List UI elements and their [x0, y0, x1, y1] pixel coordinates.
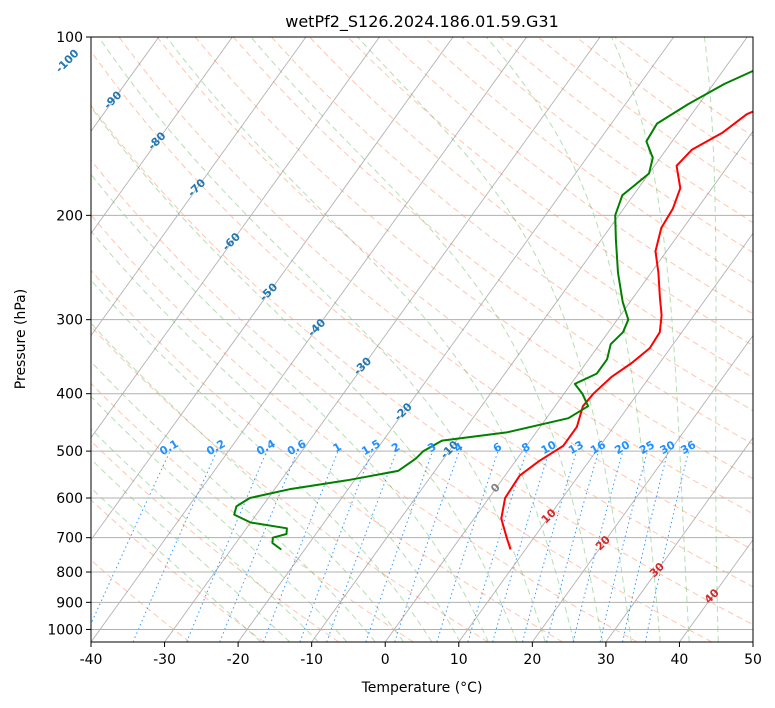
- x-tick-label: 10: [450, 652, 468, 668]
- dry-adiabat: [232, 37, 753, 445]
- y-tick-label: 800: [56, 565, 83, 581]
- moist-adiabat: [91, 322, 404, 642]
- moist-adiabat: [91, 487, 262, 642]
- x-tick-label: -30: [153, 652, 176, 668]
- isotherm: [91, 37, 527, 642]
- moist-adiabat: [357, 37, 632, 642]
- dry-adiabat: [118, 37, 753, 551]
- moist-adiabat: [250, 37, 603, 642]
- x-tick-label: 40: [671, 652, 689, 668]
- dry-adiabat: [423, 37, 753, 284]
- dry-adiabat: [91, 104, 753, 626]
- mixing-ratio-line: [299, 450, 373, 642]
- x-axis-label: Temperature (°C): [361, 680, 483, 696]
- y-tick-label: 300: [56, 313, 83, 329]
- isotherm: [91, 37, 454, 541]
- isotherm: [384, 130, 753, 642]
- dry-adiabat: [91, 214, 638, 642]
- moist-adiabat: [611, 37, 690, 642]
- x-tick-label: -40: [80, 652, 103, 668]
- isotherm: [311, 37, 748, 642]
- profile-curves: [233, 69, 753, 551]
- temperature-line: [500, 110, 753, 550]
- isotherm: [91, 37, 233, 235]
- mixing-ratio-line: [467, 450, 527, 642]
- moist-adiabat: [91, 428, 319, 642]
- mixing-ratio-line: [394, 450, 460, 642]
- isotherm: [164, 37, 601, 642]
- isotherm: [91, 37, 307, 337]
- y-tick-label: 700: [56, 531, 83, 547]
- isotherm: [605, 436, 753, 642]
- dry-adiabat: [91, 159, 713, 642]
- moist-adiabat: [166, 37, 575, 642]
- y-tick-label: 1000: [47, 622, 83, 638]
- mixing-ratio-line: [436, 450, 499, 642]
- y-tick-label: 500: [56, 444, 83, 460]
- dry-adiabat: [194, 37, 753, 480]
- isotherm: [91, 37, 380, 439]
- dry-adiabat: [91, 50, 753, 588]
- mixing-ratio-line: [263, 450, 339, 642]
- y-tick-label: 900: [56, 595, 83, 611]
- x-tick-label: 50: [744, 652, 762, 668]
- y-axis-ticks: 100 200 300 400 500 600 700 800 900 1000: [47, 30, 91, 638]
- chart-title: wetPf2_S126.2024.186.01.59.G31: [285, 12, 559, 32]
- x-tick-label: -20: [227, 652, 250, 668]
- moist-adiabat: [703, 37, 719, 642]
- moist-adiabat: [91, 173, 489, 642]
- plot-frame: [90, 36, 754, 643]
- dry-adiabat: [91, 269, 563, 642]
- x-axis-ticks: -40 -30 -20 -10 0 10 20 30 40 50: [80, 642, 762, 668]
- dry-adiabat: [271, 37, 753, 412]
- x-tick-label: -10: [300, 652, 323, 668]
- mixing-ratio-line: [91, 450, 171, 625]
- isotherm: [237, 37, 675, 642]
- moist-adiabat: [91, 230, 461, 642]
- moist-adiabat: [91, 458, 291, 642]
- y-tick-label: 600: [56, 491, 83, 507]
- y-tick-label: 200: [56, 208, 83, 224]
- y-tick-label: 400: [56, 387, 83, 403]
- x-tick-label: 20: [523, 652, 541, 668]
- y-axis-label: Pressure (hPa): [13, 289, 29, 389]
- isotherm: [458, 232, 753, 642]
- x-tick-label: 30: [597, 652, 615, 668]
- moist-adiabat: [98, 37, 546, 642]
- isotherm: [531, 334, 753, 642]
- x-tick-label: 0: [381, 652, 390, 668]
- dry-adiabat: [91, 325, 489, 642]
- moist-adiabat: [91, 360, 376, 642]
- dry-adiabat: [156, 37, 753, 515]
- dewpoint-line: [233, 69, 753, 551]
- mixing-ratio-line: [522, 450, 577, 642]
- moist-adiabat: [91, 395, 348, 642]
- moist-adiabat: [91, 106, 518, 642]
- moist-adiabat: [486, 37, 661, 642]
- background-lines: [91, 37, 753, 642]
- dry-adiabat: [385, 37, 753, 315]
- isotherm: [679, 539, 753, 642]
- y-tick-label: 100: [56, 30, 83, 46]
